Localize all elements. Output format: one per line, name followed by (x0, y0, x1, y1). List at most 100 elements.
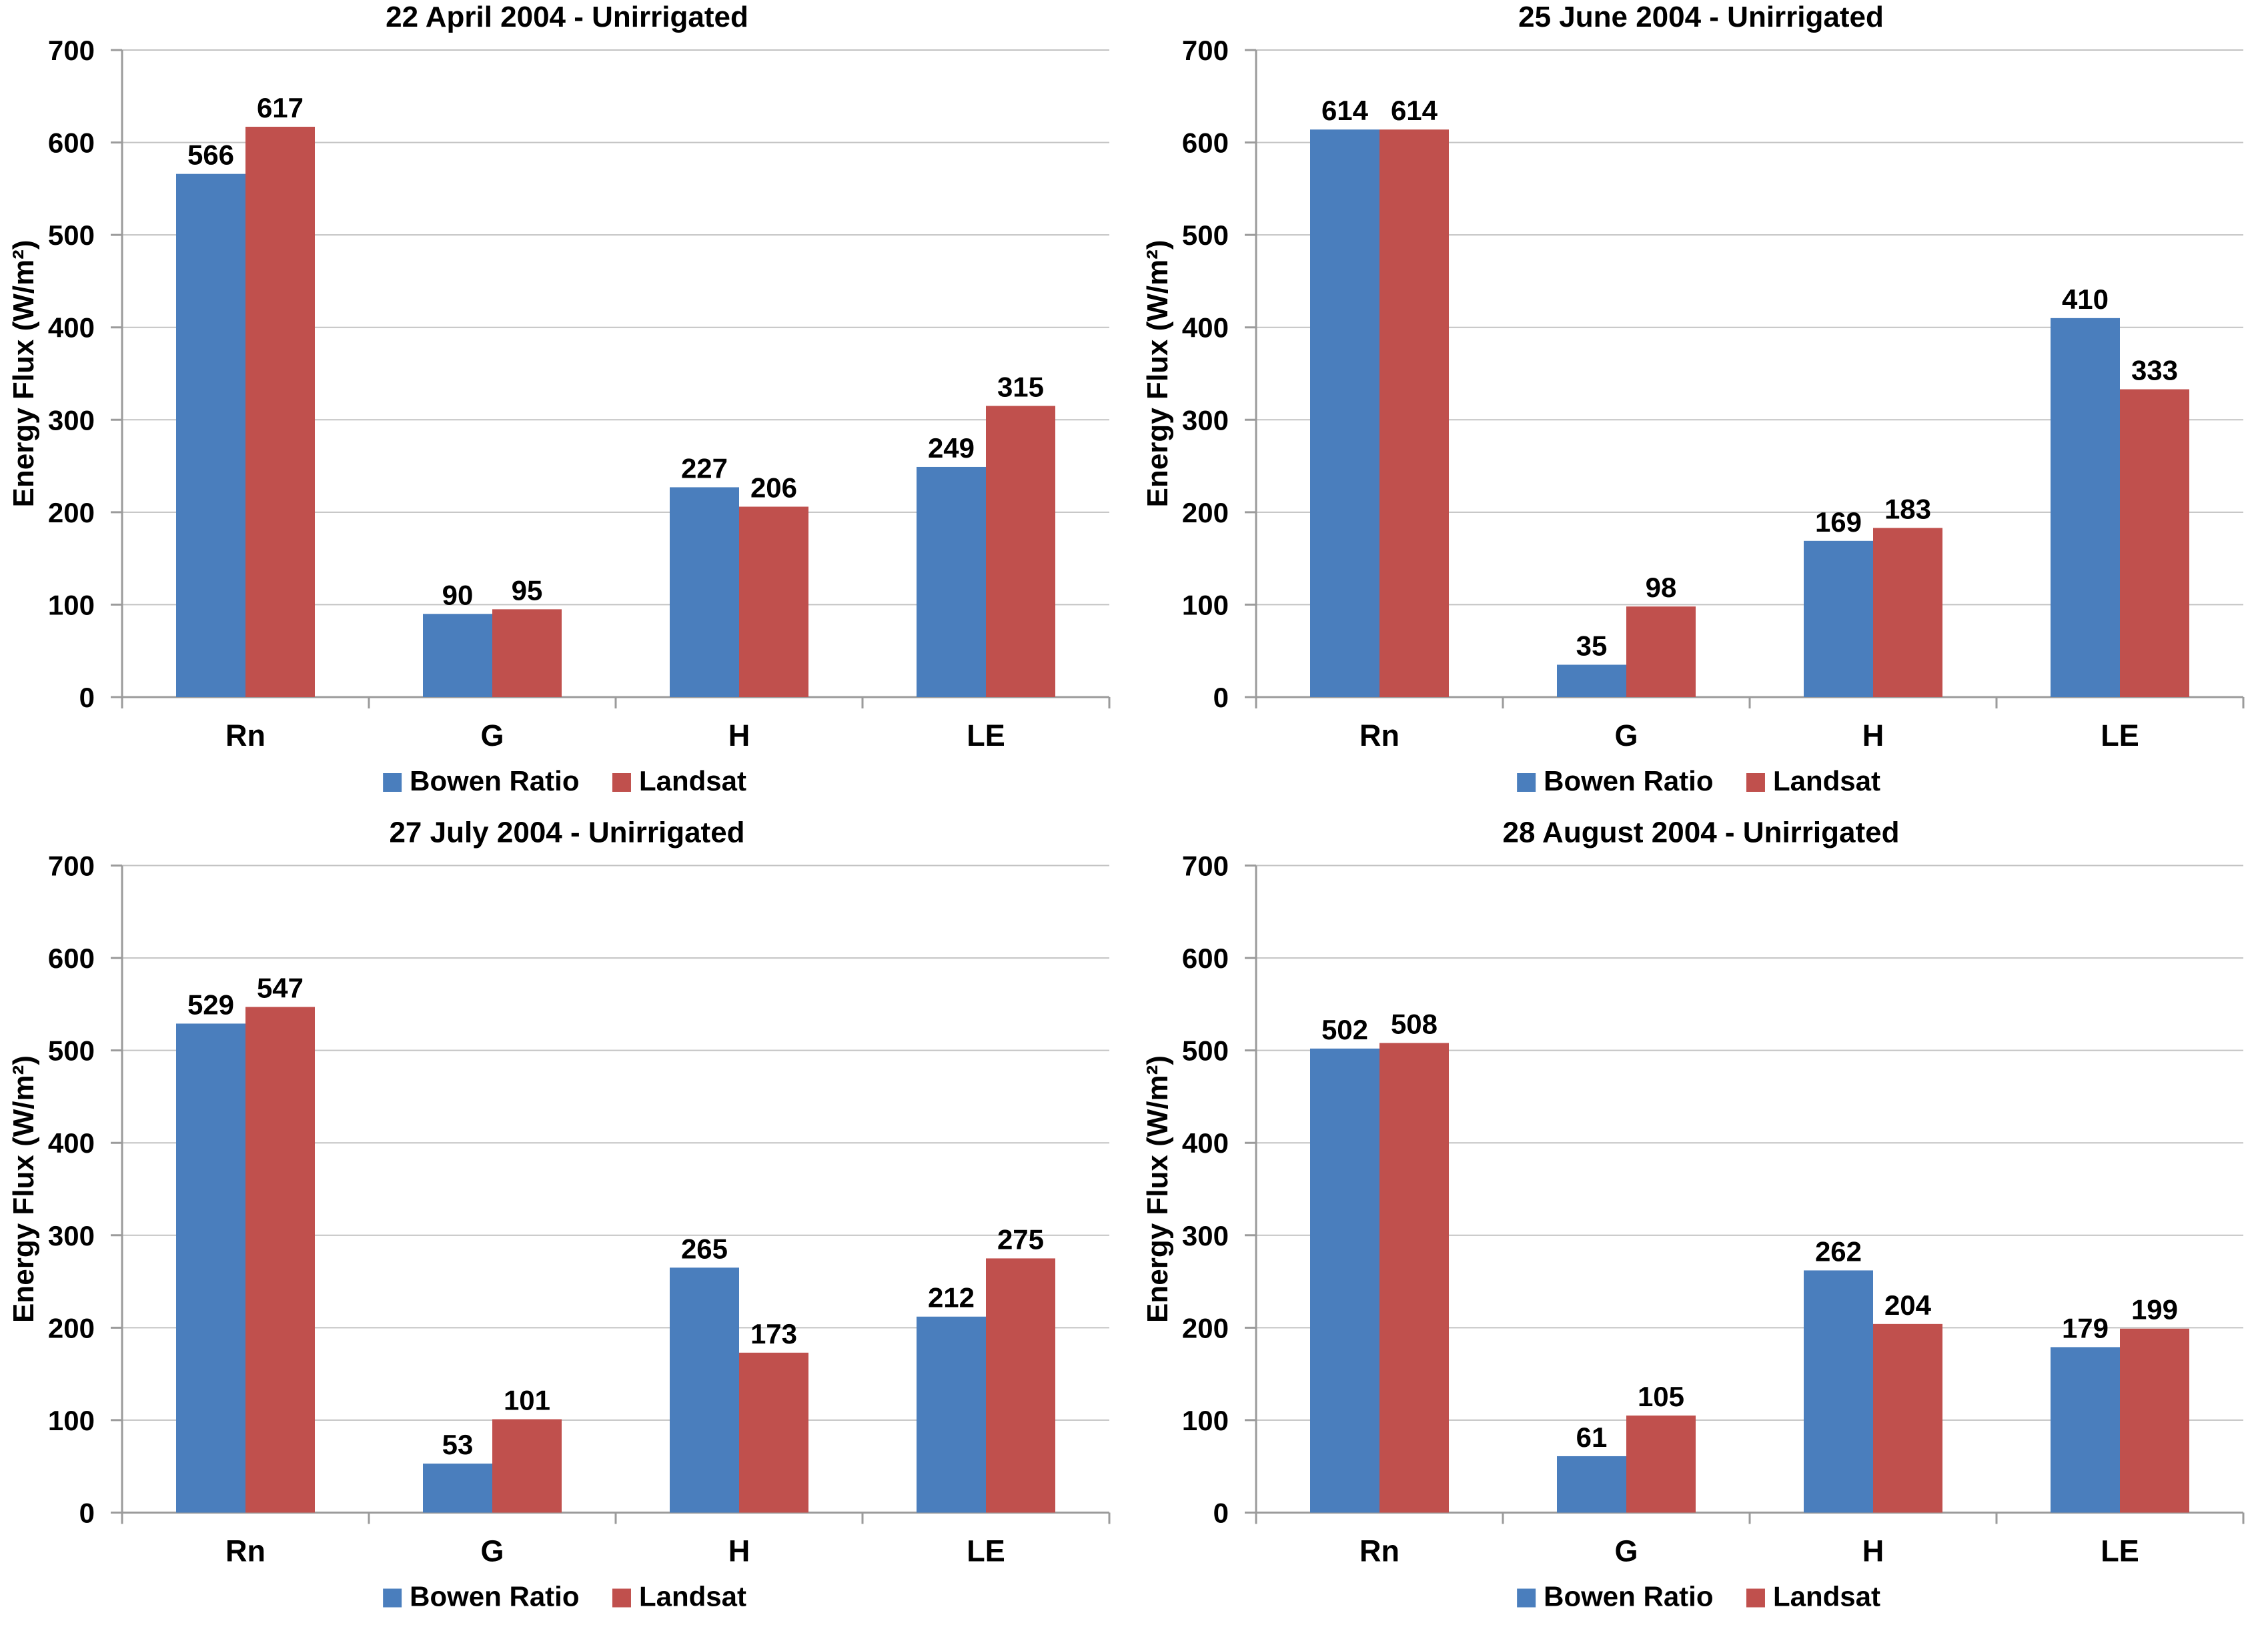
value-label-landsat-g: 101 (504, 1385, 550, 1416)
category-label-rn: Rn (1359, 1534, 1399, 1568)
y-tick-label-700: 700 (48, 851, 95, 882)
chart-28-august-2004-unirrigated: 0 100 200 300 400 500 600 700 502 508 Rn 61 105 G 262 2… (1134, 815, 2268, 1631)
value-label-landsat-h: 183 (1884, 493, 1931, 524)
y-tick-label-0: 0 (1213, 1498, 1229, 1529)
legend-swatch-landsat (612, 773, 631, 792)
bar-bowen-ratio-h (1804, 1270, 1873, 1513)
legend: Bowen Ratio Landsat (1517, 1581, 1880, 1612)
y-tick-label-200: 200 (48, 1312, 95, 1343)
bar-bowen-ratio-rn (1310, 1048, 1379, 1513)
chart-22-april-2004-unirrigated: 0 100 200 300 400 500 600 700 566 617 Rn 90 95 G 227 20… (0, 0, 1134, 815)
y-tick-label-500: 500 (48, 1035, 95, 1067)
bar-landsat-rn (245, 127, 315, 697)
value-label-landsat-le: 199 (2131, 1294, 2178, 1325)
y-tick-label-300: 300 (1182, 1220, 1229, 1251)
legend: Bowen Ratio Landsat (383, 1581, 746, 1612)
y-tick-label-700: 700 (1182, 35, 1229, 66)
bar-bowen-ratio-g (1557, 664, 1626, 697)
chart-title: 28 August 2004 - Unirrigated (1503, 817, 1900, 849)
value-label-bowen-ratio-h: 265 (681, 1233, 728, 1264)
category-label-h: H (728, 718, 750, 752)
bar-bowen-ratio-le (917, 1316, 986, 1513)
bar-landsat-le (2120, 1328, 2189, 1513)
y-tick-label-200: 200 (1182, 1312, 1229, 1343)
value-label-landsat-rn: 617 (257, 92, 304, 123)
bar-bowen-ratio-rn (176, 173, 245, 698)
bar-landsat-rn (1379, 1043, 1449, 1513)
category-label-le: LE (967, 718, 1005, 752)
bar-landsat-h (739, 506, 808, 697)
legend: Bowen Ratio Landsat (1517, 765, 1880, 796)
value-labels: 566 617 Rn 90 95 G 227 206 H 249 315 LE (187, 92, 1044, 752)
bar-chart-22-april: 0 100 200 300 400 500 600 700 566 617 Rn 90 95 G 227 20… (7, 1, 1111, 796)
category-label-h: H (1862, 718, 1884, 752)
legend-label-landsat: Landsat (1773, 1581, 1880, 1612)
value-label-landsat-g: 95 (512, 574, 543, 606)
legend-label-bowen-ratio: Bowen Ratio (410, 1581, 579, 1612)
legend-label-bowen-ratio: Bowen Ratio (410, 765, 579, 796)
bar-landsat-le (986, 1258, 1055, 1513)
y-tick-label-600: 600 (48, 127, 95, 159)
bar-landsat-g (1626, 1416, 1696, 1513)
y-tick-label-700: 700 (48, 35, 95, 66)
bar-landsat-rn (245, 1007, 315, 1513)
bar-landsat-rn (1379, 129, 1449, 697)
category-label-h: H (1862, 1534, 1884, 1568)
bar-bowen-ratio-g (423, 1464, 492, 1513)
bar-bowen-ratio-le (2051, 318, 2120, 697)
value-labels: 614 614 Rn 35 98 G 169 183 H 410 333 LE (1321, 95, 2178, 752)
value-label-landsat-le: 315 (997, 372, 1044, 403)
legend-swatch-bowen-ratio (1517, 773, 1536, 792)
bar-chart-27-july: 0 100 200 300 400 500 600 700 529 547 Rn 53 101 G 265 1… (7, 817, 1111, 1612)
bar-bowen-ratio-h (670, 1267, 739, 1513)
bar-landsat-le (2120, 389, 2189, 697)
value-label-bowen-ratio-rn: 502 (1321, 1014, 1368, 1045)
y-axis-title: Energy Flux (W/m²) (1141, 240, 1174, 508)
y-tick-label-500: 500 (48, 219, 95, 251)
value-label-bowen-ratio-h: 262 (1815, 1235, 1862, 1267)
y-tick-label-400: 400 (48, 1127, 95, 1159)
category-label-g: G (480, 1534, 504, 1568)
value-label-landsat-rn: 508 (1391, 1009, 1438, 1040)
value-label-bowen-ratio-le: 249 (928, 432, 975, 464)
legend-label-landsat: Landsat (639, 1581, 746, 1612)
y-tick-label-500: 500 (1182, 1035, 1229, 1067)
chart-title: 25 June 2004 - Unirrigated (1518, 1, 1884, 33)
y-tick-label-0: 0 (79, 682, 95, 713)
bars (1310, 129, 2189, 697)
value-label-bowen-ratio-rn: 529 (187, 989, 234, 1020)
chart-27-july-2004-unirrigated: 0 100 200 300 400 500 600 700 529 547 Rn 53 101 G 265 1… (0, 815, 1134, 1631)
chart-title: 22 April 2004 - Unirrigated (386, 1, 748, 33)
y-tick-label-600: 600 (1182, 127, 1229, 159)
bar-landsat-g (1626, 606, 1696, 697)
bar-chart-28-august: 0 100 200 300 400 500 600 700 502 508 Rn 61 105 G 262 2… (1141, 817, 2245, 1612)
legend-label-bowen-ratio: Bowen Ratio (1544, 1581, 1713, 1612)
value-label-landsat-h: 204 (1884, 1289, 1932, 1321)
y-tick-label-700: 700 (1182, 851, 1229, 882)
value-label-landsat-rn: 547 (257, 973, 304, 1004)
value-label-bowen-ratio-g: 35 (1576, 630, 1608, 662)
value-label-bowen-ratio-g: 90 (442, 579, 474, 610)
category-label-h: H (728, 1534, 750, 1568)
bar-bowen-ratio-le (2051, 1347, 2120, 1513)
value-label-bowen-ratio-le: 410 (2062, 284, 2109, 315)
legend: Bowen Ratio Landsat (383, 765, 746, 796)
value-label-landsat-g: 105 (1638, 1381, 1684, 1412)
value-label-bowen-ratio-rn: 614 (1321, 95, 1369, 126)
chart-25-june-2004-unirrigated: 0 100 200 300 400 500 600 700 614 614 Rn 35 98 G 169 18… (1134, 0, 2268, 815)
y-tick-labels: 0 100 200 300 400 500 600 700 (48, 851, 95, 1529)
legend-swatch-landsat (612, 1588, 631, 1608)
value-label-landsat-le: 333 (2131, 355, 2178, 386)
category-label-g: G (480, 718, 504, 752)
y-axis-title: Energy Flux (W/m²) (7, 1055, 40, 1323)
y-tick-label-200: 200 (1182, 497, 1229, 528)
y-tick-label-0: 0 (79, 1498, 95, 1529)
value-label-bowen-ratio-g: 61 (1576, 1422, 1608, 1453)
bar-chart-25-june: 0 100 200 300 400 500 600 700 614 614 Rn 35 98 G 169 18… (1141, 1, 2245, 796)
value-label-bowen-ratio-h: 169 (1815, 506, 1862, 538)
value-labels: 529 547 Rn 53 101 G 265 173 H 212 275 LE (187, 973, 1044, 1568)
bar-bowen-ratio-g (423, 614, 492, 697)
value-label-bowen-ratio-le: 212 (928, 1282, 975, 1313)
y-tick-label-400: 400 (48, 312, 95, 344)
